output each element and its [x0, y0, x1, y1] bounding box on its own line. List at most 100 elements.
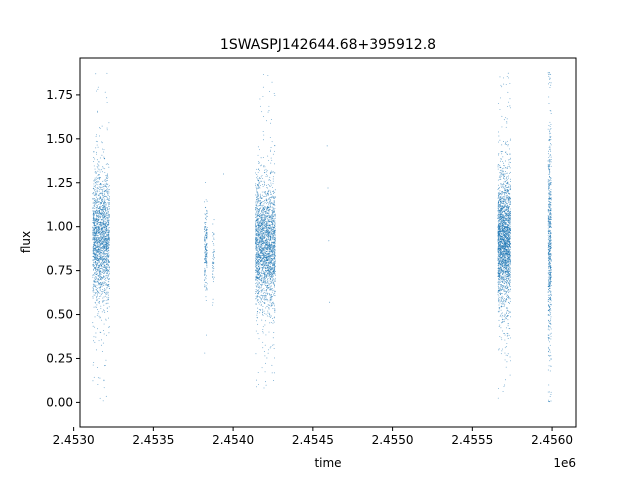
data-point	[101, 238, 102, 240]
data-point	[271, 196, 273, 198]
data-point	[261, 259, 263, 261]
data-point	[97, 164, 99, 166]
data-point	[97, 195, 99, 197]
data-point	[204, 250, 206, 252]
data-point	[206, 288, 208, 289]
data-point	[97, 170, 99, 172]
data-point	[272, 267, 274, 269]
data-point	[265, 275, 267, 277]
data-point	[257, 257, 259, 259]
data-point	[265, 219, 267, 220]
data-point	[501, 287, 503, 288]
data-point	[262, 227, 264, 229]
data-point	[205, 233, 207, 235]
data-point	[108, 198, 110, 200]
data-point	[96, 250, 98, 252]
data-point	[108, 254, 110, 256]
data-point	[258, 235, 260, 237]
data-point	[269, 347, 271, 349]
data-point	[273, 218, 275, 220]
data-point	[272, 221, 273, 223]
data-point	[271, 267, 273, 269]
data-point	[98, 225, 100, 227]
data-point	[92, 287, 94, 289]
data-point	[93, 161, 95, 163]
data-point	[510, 360, 511, 362]
data-point	[267, 272, 269, 274]
data-point	[270, 288, 272, 290]
data-point	[273, 226, 275, 228]
data-point	[96, 216, 98, 218]
data-point	[270, 273, 272, 275]
data-point	[106, 264, 108, 265]
data-point	[255, 202, 257, 204]
data-point	[268, 255, 270, 257]
data-point	[103, 180, 105, 182]
data-point	[262, 308, 264, 310]
data-point	[272, 229, 274, 231]
data-point	[274, 239, 276, 241]
data-point	[260, 287, 262, 289]
data-point	[93, 194, 95, 196]
data-point	[92, 201, 94, 203]
data-point	[94, 194, 96, 196]
data-point	[100, 262, 102, 263]
data-point	[261, 290, 263, 292]
data-point	[271, 254, 273, 256]
data-point	[273, 233, 275, 235]
data-point	[272, 236, 274, 238]
data-point	[94, 245, 96, 247]
data-point	[108, 266, 110, 268]
data-point	[499, 179, 501, 180]
data-point	[92, 380, 94, 382]
data-point	[266, 286, 268, 288]
data-point	[263, 242, 265, 244]
data-point	[270, 255, 272, 257]
data-point	[503, 77, 504, 79]
data-point	[255, 264, 257, 266]
data-point	[206, 243, 208, 245]
data-point	[98, 282, 100, 284]
data-point	[263, 291, 265, 293]
data-point	[257, 267, 259, 269]
data-point	[265, 334, 267, 336]
data-point	[99, 287, 101, 289]
data-point	[103, 269, 105, 271]
data-point	[261, 232, 263, 234]
data-point	[98, 249, 100, 251]
data-point	[269, 304, 271, 306]
data-point	[97, 291, 99, 293]
data-point	[106, 248, 108, 250]
data-point	[104, 202, 106, 203]
data-points	[92, 71, 552, 403]
data-point	[264, 166, 266, 168]
data-point	[255, 255, 257, 257]
data-point	[269, 214, 271, 216]
data-point	[104, 240, 106, 242]
data-point	[204, 271, 206, 272]
data-point	[263, 236, 265, 237]
data-point	[98, 173, 100, 175]
data-point	[100, 242, 102, 244]
data-point	[267, 312, 269, 314]
data-point	[95, 218, 97, 220]
data-point	[92, 222, 94, 224]
data-point	[205, 285, 207, 287]
data-point	[102, 208, 104, 210]
data-point	[99, 254, 101, 255]
data-point	[99, 276, 101, 278]
data-point	[106, 186, 108, 188]
data-point	[204, 278, 206, 280]
data-point	[107, 208, 109, 210]
data-point	[262, 218, 264, 220]
data-point	[107, 285, 109, 286]
data-point	[205, 261, 207, 262]
data-point	[101, 311, 103, 313]
data-point	[93, 217, 95, 219]
data-point	[268, 214, 270, 216]
data-point	[268, 209, 270, 211]
data-point	[95, 269, 97, 271]
data-point	[204, 267, 206, 269]
data-point	[260, 204, 262, 206]
data-point	[104, 262, 106, 263]
